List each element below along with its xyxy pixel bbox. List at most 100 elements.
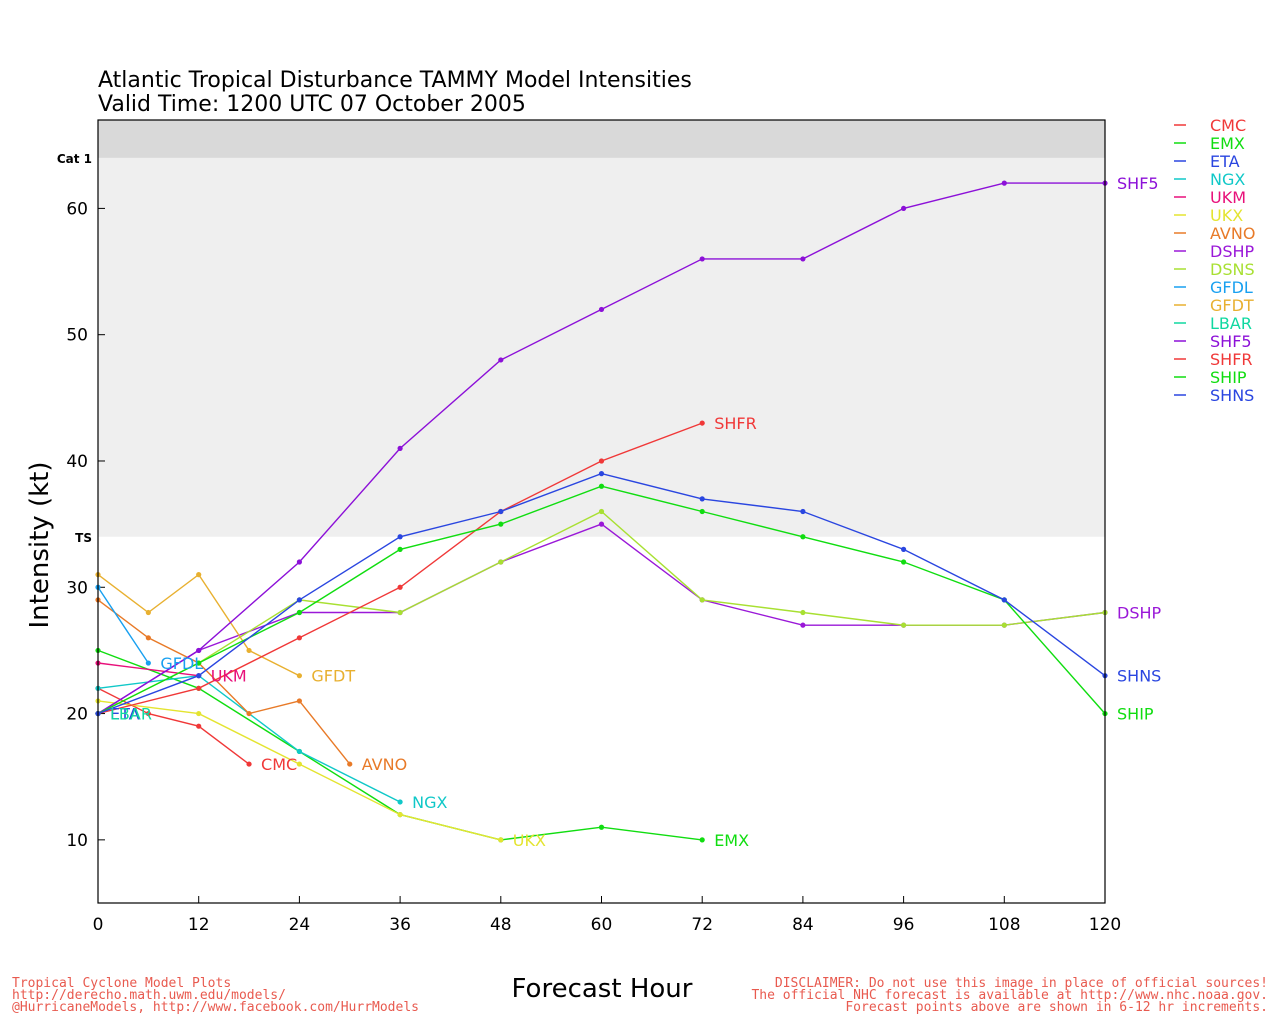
- model-series: [95, 180, 1108, 843]
- legend-label: CMC: [1210, 116, 1246, 135]
- data-point-shns: [498, 508, 504, 515]
- data-point-dsns: [1001, 622, 1007, 628]
- legend-item-ship: SHIP: [1174, 368, 1247, 387]
- data-point-shf5: [1001, 180, 1007, 186]
- data-point-shfr: [196, 685, 202, 691]
- legend-label: SHF5: [1210, 332, 1252, 351]
- data-point-shns: [196, 673, 202, 679]
- series-line-dshp: [97, 523, 1106, 715]
- legend-item-gfdt: GFDT: [1174, 296, 1254, 315]
- series-line-gfdl: [97, 586, 149, 664]
- end-label-ngx: NGX: [412, 793, 447, 812]
- series-dsns: [95, 508, 1108, 717]
- data-point-shns: [397, 534, 403, 540]
- legend-item-lbar: LBAR: [1174, 314, 1252, 333]
- footer-left-line-1: Tropical Cyclone Model Plots: [12, 976, 231, 991]
- data-point-shns: [1001, 597, 1007, 603]
- x-tick-label: 12: [188, 915, 210, 935]
- y-tick-label: 40: [66, 452, 88, 472]
- end-label-lbar: LBAR: [110, 705, 152, 724]
- footer-right: DISCLAIMER: Do not use this image in pla…: [751, 976, 1268, 1015]
- data-point-ukx: [498, 837, 504, 843]
- data-point-ship: [598, 483, 605, 489]
- legend-item-dshp: DSHP: [1174, 242, 1255, 261]
- data-point-cmc: [145, 710, 151, 717]
- legend-label: DSHP: [1210, 242, 1255, 261]
- series-shns: [95, 471, 1108, 717]
- end-label-cmc: CMC: [261, 755, 297, 774]
- end-label-shns: SHNS: [1117, 667, 1161, 686]
- data-point-shf5: [498, 357, 504, 363]
- x-tick-label: 96: [893, 915, 915, 935]
- series-line-avno: [97, 599, 351, 765]
- legend-label: NGX: [1210, 170, 1245, 189]
- end-label-emx: EMX: [714, 831, 749, 850]
- end-label-avno: AVNO: [362, 755, 407, 774]
- legend-item-avno: AVNO: [1174, 224, 1255, 243]
- data-point-shf5: [397, 445, 403, 451]
- legend-label: SHNS: [1210, 386, 1254, 405]
- y-tick-label: 60: [66, 199, 88, 219]
- data-point-dshp: [598, 521, 605, 527]
- data-point-ship: [699, 508, 705, 515]
- data-point-shf5: [800, 256, 806, 262]
- x-tick-label: 60: [591, 915, 613, 935]
- data-point-ukx: [196, 710, 202, 717]
- end-label-gfdl: GFDL: [160, 654, 203, 673]
- data-point-shns: [800, 508, 806, 515]
- data-point-shfr: [397, 584, 403, 590]
- footer-right-line-1: DISCLAIMER: Do not use this image in pla…: [775, 976, 1268, 991]
- data-point-gfdt: [196, 572, 202, 578]
- end-label-ukx: UKX: [513, 831, 546, 850]
- series-ukx: [95, 698, 504, 843]
- band-cat-1: [98, 120, 1105, 158]
- series-dshp: [95, 521, 1108, 717]
- band-label-cat-1: Cat 1: [57, 152, 92, 166]
- plot-frame: [97, 119, 1106, 904]
- footer-left-line-3: @HurricaneModels, http://www.facebook.co…: [12, 1000, 419, 1015]
- data-point-shns: [598, 471, 605, 477]
- data-point-ngx: [296, 748, 302, 755]
- data-point-gfdl: [145, 660, 151, 666]
- data-point-ship: [296, 609, 302, 616]
- y-tick-label: 50: [66, 326, 88, 346]
- data-point-shfr: [296, 635, 302, 641]
- legend-label: UKX: [1210, 206, 1243, 225]
- x-tick-label: 84: [792, 915, 814, 935]
- x-tick-label: 108: [988, 915, 1020, 935]
- data-point-shf5: [296, 559, 302, 565]
- x-axis-label: Forecast Hour: [512, 974, 693, 1004]
- y-tick-label: 20: [66, 705, 88, 725]
- data-point-ship: [196, 660, 202, 666]
- legend-label: SHFR: [1210, 350, 1253, 369]
- axis-ticks: 0 12 24 36 48 60 72 84 96 108 120 10 20 30 40 50 60: [66, 199, 1121, 935]
- footer-left-line-2: http://derecho.math.uwm.edu/models/: [12, 988, 286, 1003]
- legend-item-gfdl: GFDL: [1174, 278, 1253, 297]
- data-point-dsns: [800, 609, 806, 616]
- y-tick-label: 10: [66, 831, 88, 851]
- x-tick-label: 36: [389, 915, 411, 935]
- chart-title: Atlantic Tropical Disturbance TAMMY Mode…: [98, 68, 692, 93]
- data-point-emx: [699, 837, 705, 843]
- data-point-ship: [498, 521, 504, 527]
- series-gfdt: [95, 572, 302, 679]
- series-end-labels: CMC EMX ETA NGX UKM UKX AVNO DSHP GFDL GFDT LBAR SH…: [110, 174, 1162, 850]
- series-line-ukm: [97, 662, 199, 677]
- data-point-gfdt: [145, 609, 151, 616]
- data-point-emx: [598, 824, 605, 830]
- data-point-shns: [296, 597, 302, 603]
- legend-label: SHIP: [1210, 368, 1247, 387]
- data-point-dshp: [800, 622, 806, 628]
- data-point-shf5: [901, 205, 907, 212]
- legend-item-dsns: DSNS: [1174, 260, 1255, 279]
- data-point-avno: [296, 698, 302, 704]
- data-point-cmc: [246, 761, 252, 767]
- data-point-shf5: [699, 256, 705, 262]
- data-point-dsns: [397, 609, 403, 616]
- end-label-dshp: DSHP: [1117, 604, 1162, 623]
- legend-item-shfr: SHFR: [1174, 350, 1253, 369]
- data-point-ship: [901, 559, 907, 565]
- y-tick-label: 30: [66, 578, 88, 598]
- legend-label: DSNS: [1210, 260, 1255, 279]
- data-point-ship: [800, 534, 806, 540]
